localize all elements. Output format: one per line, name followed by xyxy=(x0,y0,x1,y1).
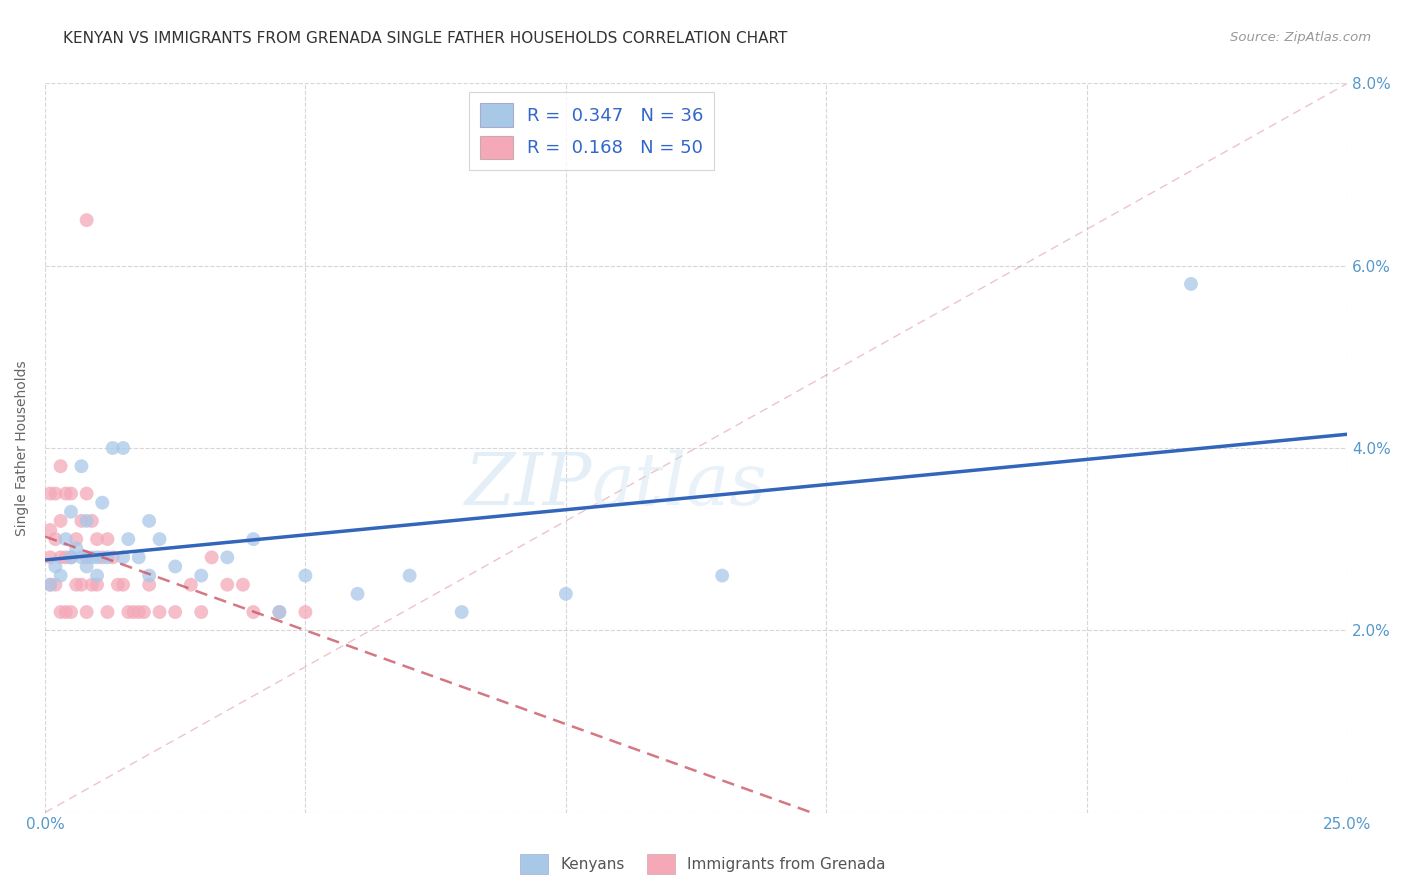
Point xyxy=(44,532,66,546)
Point xyxy=(70,459,93,474)
Point xyxy=(39,523,62,537)
Point xyxy=(91,550,114,565)
Point xyxy=(112,550,135,565)
Point xyxy=(55,486,77,500)
Point xyxy=(44,486,66,500)
Point xyxy=(148,532,170,546)
Point xyxy=(76,559,98,574)
Point xyxy=(190,568,212,582)
Point xyxy=(60,550,83,565)
Point xyxy=(122,605,145,619)
Point xyxy=(101,441,124,455)
Point xyxy=(49,459,72,474)
Point xyxy=(55,550,77,565)
Point xyxy=(39,486,62,500)
Point xyxy=(76,605,98,619)
Point xyxy=(55,532,77,546)
Point xyxy=(44,559,66,574)
Point xyxy=(60,486,83,500)
Text: atlas: atlas xyxy=(592,450,768,520)
Point xyxy=(117,605,139,619)
Point xyxy=(70,514,93,528)
Point xyxy=(80,514,103,528)
Point xyxy=(180,577,202,591)
Point xyxy=(80,550,103,565)
Point xyxy=(91,496,114,510)
Point xyxy=(165,605,187,619)
Point xyxy=(242,532,264,546)
Point xyxy=(554,587,576,601)
Text: KENYAN VS IMMIGRANTS FROM GRENADA SINGLE FATHER HOUSEHOLDS CORRELATION CHART: KENYAN VS IMMIGRANTS FROM GRENADA SINGLE… xyxy=(63,31,787,46)
Point xyxy=(232,577,254,591)
Point xyxy=(217,550,239,565)
Point xyxy=(112,441,135,455)
Point xyxy=(70,577,93,591)
Point xyxy=(398,568,420,582)
Point xyxy=(55,605,77,619)
Point xyxy=(86,577,108,591)
Point xyxy=(96,550,118,565)
Point xyxy=(76,514,98,528)
Point xyxy=(117,532,139,546)
Point xyxy=(39,550,62,565)
Point xyxy=(76,213,98,227)
Point xyxy=(60,505,83,519)
Point xyxy=(44,577,66,591)
Point xyxy=(60,605,83,619)
Point xyxy=(711,568,734,582)
Legend: R =  0.347   N = 36, R =  0.168   N = 50: R = 0.347 N = 36, R = 0.168 N = 50 xyxy=(470,93,714,169)
Point xyxy=(49,514,72,528)
Point xyxy=(65,541,87,556)
Point xyxy=(101,550,124,565)
Point xyxy=(294,605,316,619)
Point xyxy=(96,532,118,546)
Point xyxy=(132,605,155,619)
Point xyxy=(76,550,98,565)
Y-axis label: Single Father Households: Single Father Households xyxy=(15,360,30,536)
Point xyxy=(346,587,368,601)
Point xyxy=(86,550,108,565)
Point xyxy=(242,605,264,619)
Point xyxy=(39,577,62,591)
Point xyxy=(39,577,62,591)
Point xyxy=(1180,277,1202,291)
Point xyxy=(269,605,291,619)
Point xyxy=(49,550,72,565)
Point xyxy=(76,486,98,500)
Point xyxy=(49,568,72,582)
Point xyxy=(201,550,224,565)
Point xyxy=(86,532,108,546)
Point xyxy=(138,568,160,582)
Point xyxy=(138,577,160,591)
Point xyxy=(107,577,129,591)
Point xyxy=(65,532,87,546)
Point xyxy=(128,550,150,565)
Point xyxy=(49,605,72,619)
Point xyxy=(294,568,316,582)
Point xyxy=(148,605,170,619)
Point xyxy=(450,605,472,619)
Legend: Kenyans, Immigrants from Grenada: Kenyans, Immigrants from Grenada xyxy=(515,848,891,880)
Point xyxy=(128,605,150,619)
Text: ZIP: ZIP xyxy=(464,450,592,520)
Point xyxy=(112,577,135,591)
Point xyxy=(70,550,93,565)
Point xyxy=(60,550,83,565)
Point xyxy=(138,514,160,528)
Text: Source: ZipAtlas.com: Source: ZipAtlas.com xyxy=(1230,31,1371,45)
Point xyxy=(80,577,103,591)
Point xyxy=(190,605,212,619)
Point xyxy=(96,605,118,619)
Point xyxy=(165,559,187,574)
Point xyxy=(86,568,108,582)
Point xyxy=(217,577,239,591)
Point xyxy=(269,605,291,619)
Point xyxy=(65,577,87,591)
